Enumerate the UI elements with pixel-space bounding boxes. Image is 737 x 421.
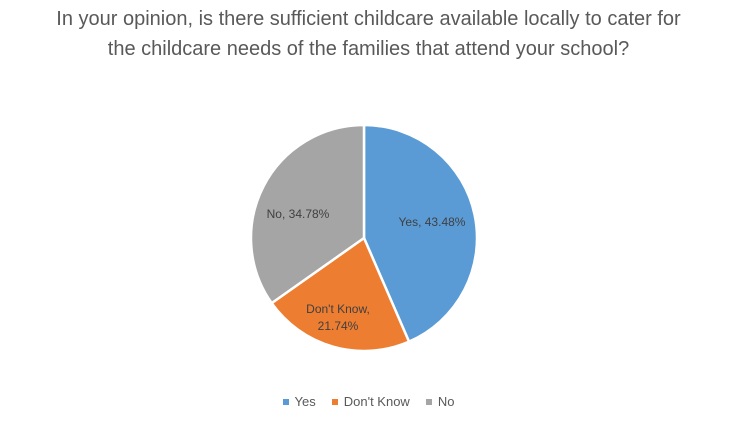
slice-label-dont-know: Don't Know,: [306, 302, 370, 316]
slice-label-no: No, 34.78%: [267, 207, 330, 221]
legend-label-no: No: [437, 394, 455, 409]
slice-label-dont-know-value: 21.74%: [318, 319, 359, 333]
legend-swatch-dont-know: [331, 398, 338, 405]
legend-item-no: No: [425, 394, 455, 409]
pie-slice-dont-know: [270, 236, 411, 353]
pie-slice-yes: [362, 123, 479, 343]
legend-item-yes: Yes: [282, 394, 316, 409]
legend-label-dont-know: Don't Know: [343, 394, 410, 409]
legend-label-yes: Yes: [294, 394, 316, 409]
legend: Yes Don't Know No: [0, 394, 737, 409]
legend-swatch-no: [425, 398, 432, 405]
legend-item-dont-know: Don't Know: [331, 394, 410, 409]
slice-label-yes: Yes, 43.48%: [399, 215, 466, 229]
pie-slice-no: [249, 123, 366, 305]
chart-title: In your opinion, is there sufficient chi…: [56, 8, 681, 60]
legend-swatch-yes: [282, 398, 289, 405]
pie-slices: [249, 123, 479, 353]
